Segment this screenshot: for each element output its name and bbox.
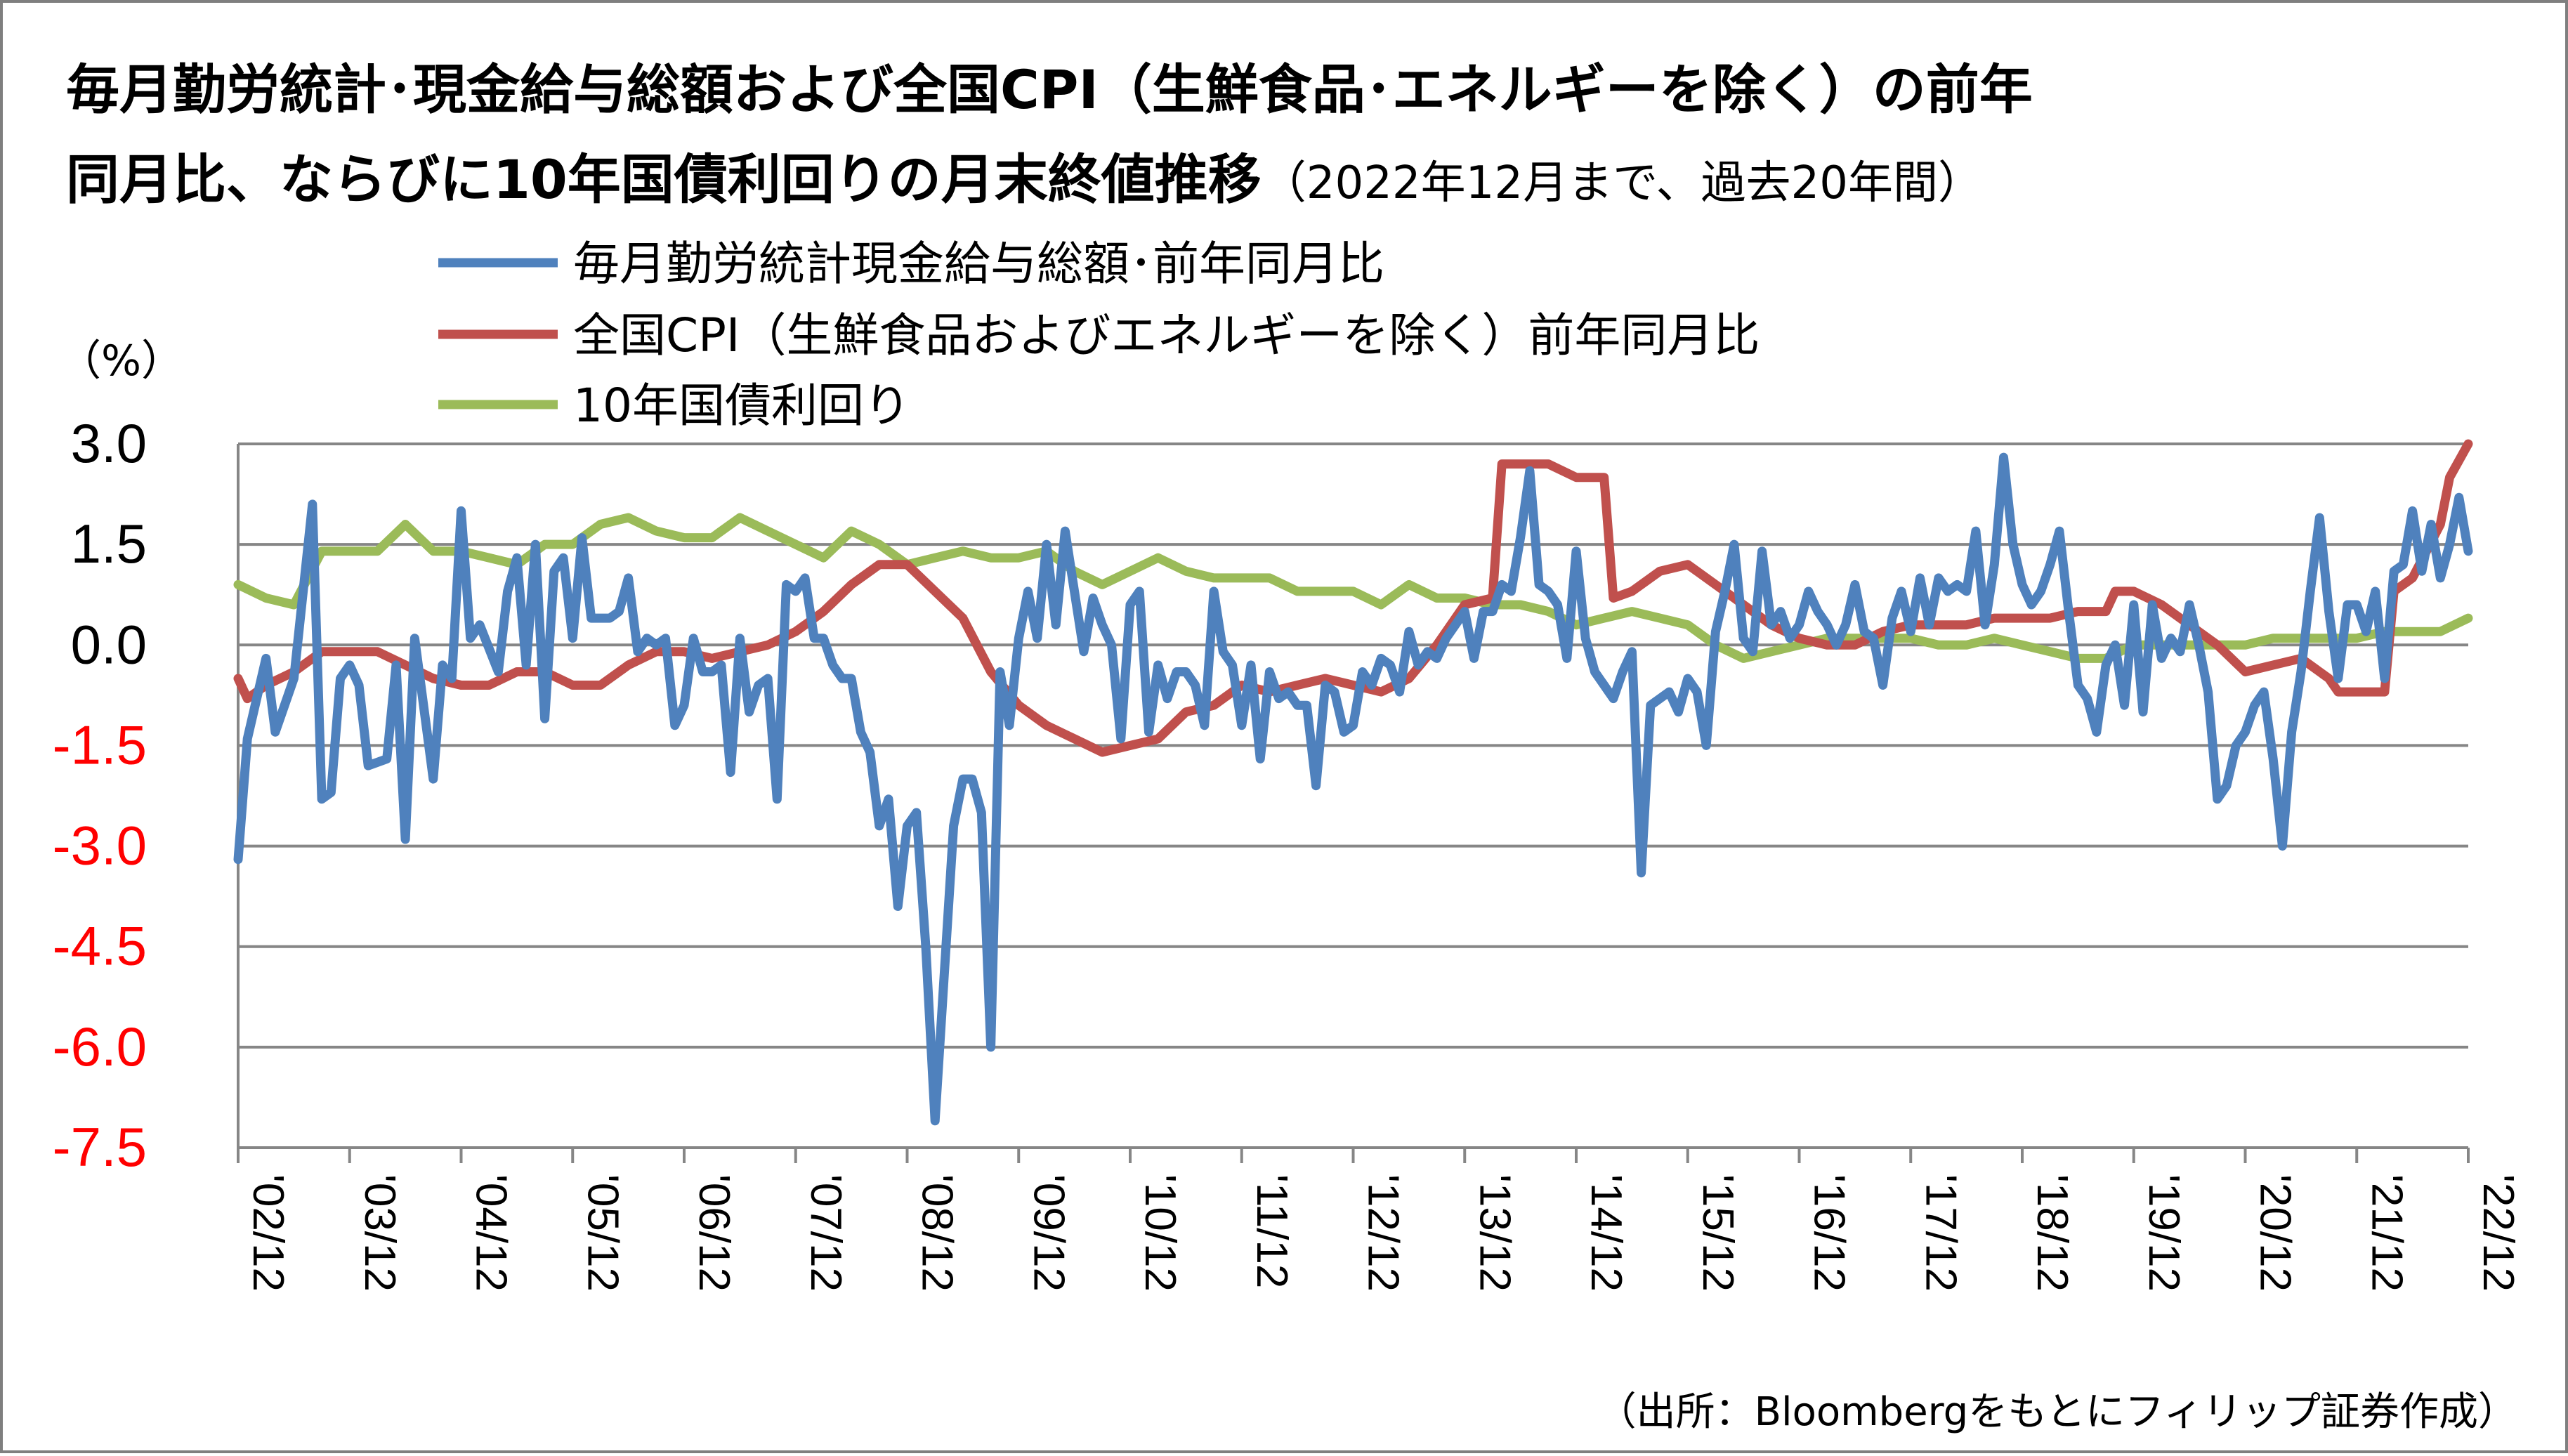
chart-title-subtitle: （2022年12月まで、過去20年間）: [1261, 157, 1983, 209]
gridlines: [238, 442, 2468, 1049]
x-tick-label: '18/12: [2028, 1174, 2076, 1292]
x-tick-label: '21/12: [2362, 1174, 2411, 1292]
series-lines: [233, 439, 2473, 1126]
legend: 毎月勤労統計現金給与総額･前年同月比全国CPI（生鮮食品およびエネルギーを除く）…: [438, 237, 1760, 433]
x-tick-label: '06/12: [690, 1174, 738, 1292]
y-axis-unit-label: （%）: [59, 336, 183, 386]
x-tick-label: '08/12: [913, 1174, 962, 1292]
x-tick-labels: '02/12 '03/12 '04/12 '05/12 '06/12 '07/12 '08/…: [244, 1174, 2522, 1292]
axes: [237, 444, 2470, 1163]
chart-title-line-2: 同月比、ならびに10年国債利回りの月末終値推移（2022年12月まで、過去20年…: [66, 136, 1983, 214]
x-tick-label: '14/12: [1582, 1174, 1630, 1292]
chart-title-line-1: 毎月勤労統計･現金給与総額および全国CPI（生鮮食品･エネルギーを除く）の前年: [66, 58, 2033, 121]
source-note: （出所：Bloombergをもとにフィリップ証券作成）: [1597, 1389, 2517, 1435]
x-tick-label: '09/12: [1024, 1174, 1073, 1292]
x-tick-label: '19/12: [2140, 1174, 2188, 1292]
y-tick-labels: 3.0 1.5 0.0 -1.5 -3.0 -4.5 -6.0 -7.5: [53, 412, 147, 1178]
x-tick-label: '12/12: [1359, 1174, 1408, 1292]
x-tick-label: '13/12: [1470, 1174, 1519, 1292]
y-tick-label: -6.0: [53, 1016, 147, 1077]
legend-item-cpi-label: 全国CPI（生鮮食品およびエネルギーを除く）前年同月比: [573, 308, 1760, 362]
x-tick-label: '07/12: [801, 1174, 850, 1292]
chart-title-main: 同月比、ならびに10年国債利回りの月末終値推移: [66, 148, 1262, 211]
wage-growth-line: [233, 452, 2473, 1126]
x-tick-label: '05/12: [578, 1174, 627, 1292]
x-tick-label: '20/12: [2251, 1174, 2300, 1292]
legend-item-wage-label: 毎月勤労統計現金給与総額･前年同月比: [573, 237, 1384, 291]
chart-plot: 毎月勤労統計現金給与総額･前年同月比全国CPI（生鮮食品およびエネルギーを除く）…: [53, 237, 2522, 1435]
y-tick-label: -4.5: [53, 915, 147, 977]
x-tick-label: '17/12: [1916, 1174, 1965, 1292]
y-tick-label: -1.5: [53, 714, 147, 775]
legend-item-bond-label: 10年国債利回り: [573, 379, 910, 433]
x-tick-label: '22/12: [2474, 1174, 2522, 1292]
x-tick-label: '11/12: [1247, 1174, 1296, 1288]
x-tick-label: '03/12: [355, 1174, 404, 1292]
y-tick-label: 0.0: [71, 613, 147, 675]
x-tick-label: '16/12: [1805, 1174, 1854, 1292]
y-tick-label: -3.0: [53, 815, 147, 877]
x-tick-label: '10/12: [1136, 1174, 1184, 1292]
x-tick-label: '02/12: [244, 1174, 292, 1292]
y-tick-label: 3.0: [71, 412, 147, 474]
x-tick-label: '04/12: [467, 1174, 516, 1292]
y-tick-label: -7.5: [53, 1116, 147, 1178]
jgb-10y-yield-line: [233, 513, 2473, 663]
x-tick-label: '15/12: [1694, 1174, 1742, 1292]
y-tick-label: 1.5: [71, 513, 147, 575]
